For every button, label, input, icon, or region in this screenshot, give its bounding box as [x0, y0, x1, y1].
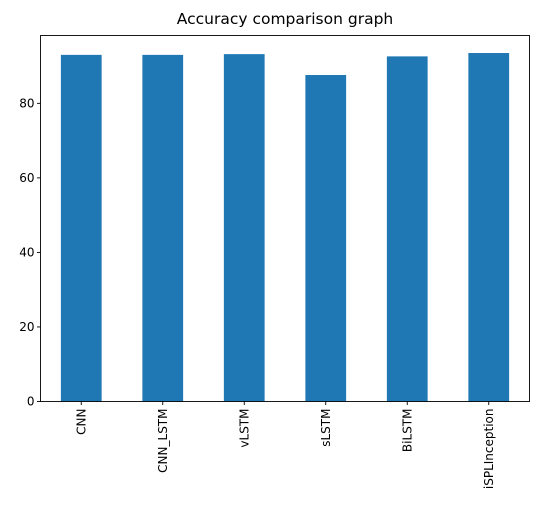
x-tick-label: BiLSTM: [400, 409, 414, 453]
bar-vLSTM: [223, 54, 265, 402]
bar-BiLSTM: [386, 56, 428, 402]
y-tick-label: 40: [19, 245, 34, 259]
y-tick-label: 60: [19, 171, 34, 185]
y-axis: 0 20 40 60 80: [19, 96, 41, 409]
bars-group: [60, 53, 510, 402]
plot-frame: [40, 35, 530, 402]
y-tick-label: 0: [27, 395, 35, 409]
y-tick-label: 80: [19, 96, 34, 110]
x-tick-label: iSPLInception: [482, 409, 496, 490]
chart-title: Accuracy comparison graph: [177, 10, 394, 28]
y-tick-label: 20: [19, 320, 34, 334]
x-tick-label: CNN: [74, 409, 88, 435]
bar-sLSTM: [305, 75, 347, 402]
bar-CNN_LSTM: [142, 54, 184, 402]
x-tick-label: CNN_LSTM: [156, 409, 170, 473]
x-axis: CNN CNN_LSTM vLSTM sLSTM BiLSTM iSPLInception: [74, 401, 496, 490]
x-tick-label: sLSTM: [319, 409, 333, 447]
bar-iSPLInception: [468, 53, 510, 402]
x-tick-label: vLSTM: [237, 409, 251, 448]
bar-CNN: [60, 54, 102, 402]
